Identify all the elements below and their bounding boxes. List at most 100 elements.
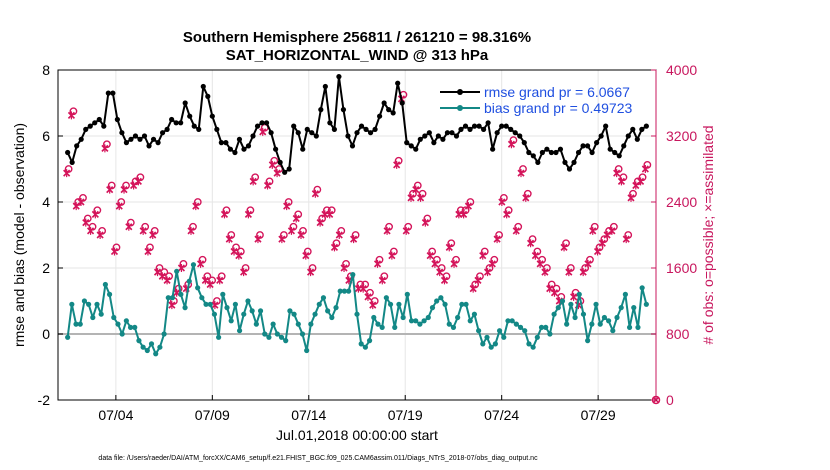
rmse-point [340, 107, 347, 113]
rmse-point [580, 143, 586, 149]
rmse-point [327, 120, 333, 126]
rmse-point [209, 113, 215, 119]
bias-point [362, 344, 368, 350]
bias-point [392, 324, 398, 330]
bias-point [266, 334, 272, 340]
bias-point [383, 295, 389, 301]
bias-point [232, 301, 238, 307]
obs-assimilated-point [77, 198, 85, 206]
rmse-point [295, 130, 301, 136]
bias-point [568, 301, 574, 307]
rmse-point [404, 140, 410, 146]
bias-point [312, 311, 318, 317]
bias-point [274, 331, 280, 337]
rmse-point [471, 123, 478, 129]
obs-assimilated-point [593, 247, 602, 256]
bias-point [178, 291, 184, 297]
bias-point [236, 328, 243, 334]
x-tick-label: 07/04 [98, 407, 133, 423]
bias-point [245, 298, 251, 304]
rmse-point [169, 116, 175, 123]
left-tick-label: 0 [42, 326, 50, 342]
bias-point [501, 334, 507, 340]
obs-assimilated-point [115, 202, 123, 211]
obs-assimilated-point [163, 276, 171, 285]
obs-assimilated-point [570, 292, 578, 301]
bias-point [207, 301, 213, 307]
obs-assimilated-point [120, 185, 128, 194]
obs-assimilated-point [440, 276, 449, 285]
left-tick-label: 8 [42, 62, 50, 78]
rmse-point [227, 146, 234, 152]
x-tick-label: 07/09 [195, 407, 230, 423]
bias-point [341, 288, 348, 294]
rmse-point [417, 136, 423, 142]
bias-point [333, 305, 339, 311]
bias-point [203, 301, 209, 307]
bias-point [165, 295, 171, 301]
obs-assimilated-point [503, 210, 511, 219]
obs-assimilated-point [306, 268, 315, 277]
right-axis-label: # of obs: o=possible; ×=assimilated [700, 125, 716, 344]
obs-assimilated-point [225, 235, 233, 244]
x-tick-label: 07/19 [388, 407, 423, 423]
bias-point [144, 347, 150, 354]
rmse-point [218, 140, 224, 146]
bias-point [526, 341, 532, 347]
obs-assimilated-point [407, 193, 415, 202]
bias-point [358, 341, 364, 347]
rmse-point [634, 136, 640, 142]
obs-assimilated-point [235, 251, 243, 260]
rmse-point [485, 120, 491, 126]
bias-point [153, 351, 159, 357]
obs-assimilated-point [273, 169, 281, 178]
bias-point [463, 301, 469, 307]
rmse-point [141, 133, 148, 139]
bias-point [106, 291, 113, 297]
obs-assimilated-point [445, 243, 453, 252]
obs-assimilated-point [316, 218, 324, 227]
right-axis: 0 800 1600 2400 3200 4000 [651, 62, 697, 408]
rmse-point [164, 126, 170, 132]
rmse-point [517, 133, 523, 139]
rmse-point [78, 136, 84, 142]
bias-point [299, 331, 306, 337]
bias-point [580, 311, 587, 317]
rmse-point [123, 140, 130, 146]
obs-assimilated-point [493, 235, 501, 244]
rmse-point [476, 123, 482, 129]
bias-point [65, 334, 71, 340]
bias-point [538, 324, 545, 330]
obs-assimilated-point [598, 239, 606, 248]
rmse-point [322, 83, 328, 90]
obs-assimilated-point [101, 144, 109, 153]
rmse-point [462, 123, 469, 129]
rmse-point [277, 159, 283, 165]
obs-count-series [63, 90, 661, 405]
obs-assimilated-point [110, 247, 119, 256]
obs-assimilated-point [608, 226, 616, 235]
rmse-point [426, 130, 432, 136]
rmse-point [589, 149, 595, 156]
bias-point [400, 314, 406, 321]
bias-point [253, 321, 259, 327]
bias-point [379, 324, 385, 330]
rmse-point [435, 133, 441, 139]
bias-point [513, 321, 519, 327]
rmse-point [110, 90, 116, 96]
bias-point [438, 295, 444, 301]
rmse-point [612, 149, 618, 156]
left-tick-label: 4 [42, 194, 50, 210]
rmse-point [191, 123, 197, 129]
rmse-point [173, 120, 179, 126]
bias-point [69, 301, 75, 307]
rmse-point [69, 159, 75, 165]
rmse-point [480, 126, 487, 132]
obs-assimilated-point [292, 214, 300, 223]
rmse-point [630, 126, 636, 132]
bias-point [639, 285, 645, 291]
bias-point [555, 305, 561, 311]
obs-assimilated-point [613, 169, 621, 178]
bias-point [371, 314, 377, 321]
obs-assimilated-point [244, 210, 252, 219]
